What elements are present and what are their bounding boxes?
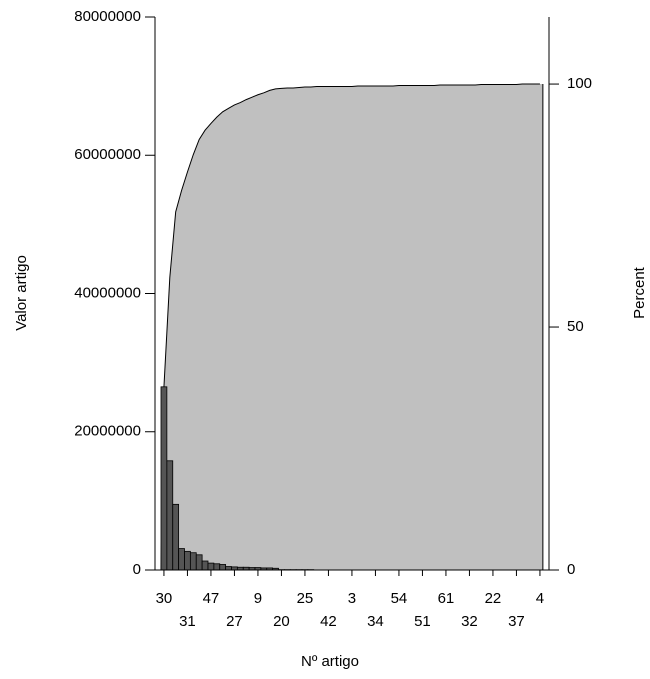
bar xyxy=(179,549,185,570)
x-tick-label: 3 xyxy=(348,590,356,607)
bar xyxy=(196,555,202,570)
y-tick-label: 60000000 xyxy=(74,146,141,163)
bar xyxy=(167,461,173,570)
y-axis-label: Valor artigo xyxy=(13,255,30,331)
x-tick-label: 51 xyxy=(414,613,431,630)
x-tick-label: 32 xyxy=(461,613,478,630)
y2-tick-label: 50 xyxy=(567,318,584,335)
x-tick-label: 34 xyxy=(367,613,384,630)
x-tick-label: 47 xyxy=(203,590,220,607)
x-tick-label: 4 xyxy=(536,590,544,607)
x-tick-label: 30 xyxy=(156,590,173,607)
x-tick-label: 9 xyxy=(254,590,262,607)
bar xyxy=(220,564,226,570)
x-tick-label: 27 xyxy=(226,613,243,630)
y-tick-label: 80000000 xyxy=(74,8,141,25)
x-tick-label: 22 xyxy=(485,590,502,607)
y-tick-label: 0 xyxy=(133,561,141,578)
x-tick-label: 25 xyxy=(297,590,314,607)
x-tick-label: 54 xyxy=(391,590,408,607)
bar xyxy=(190,553,196,570)
x-axis-label: Nº artigo xyxy=(301,653,359,670)
y-tick-label: 20000000 xyxy=(74,423,141,440)
bar xyxy=(202,561,208,570)
cumulative-area xyxy=(161,84,543,570)
y2-tick-label: 0 xyxy=(567,561,575,578)
y-tick-label: 40000000 xyxy=(74,284,141,301)
x-tick-label: 61 xyxy=(438,590,455,607)
bar xyxy=(208,563,214,570)
x-tick-label: 31 xyxy=(179,613,196,630)
bar xyxy=(226,567,232,570)
bar xyxy=(173,504,179,570)
bar xyxy=(161,387,167,570)
x-tick-label: 20 xyxy=(273,613,290,630)
x-tick-label: 37 xyxy=(508,613,525,630)
x-tick-label: 42 xyxy=(320,613,337,630)
y2-axis-label: Percent xyxy=(631,266,648,319)
bar xyxy=(185,551,191,570)
bar xyxy=(214,564,220,570)
y2-tick-label: 100 xyxy=(567,75,592,92)
